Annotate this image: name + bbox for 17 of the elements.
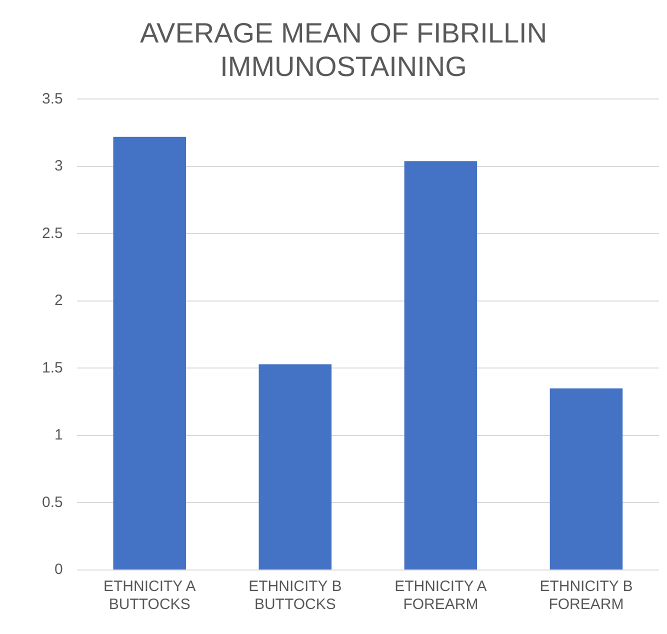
y-tick-label: 2 bbox=[54, 292, 63, 310]
y-tick-label: 0.5 bbox=[42, 494, 63, 511]
bar bbox=[404, 161, 478, 570]
x-tick-label: ETHNICITY A BUTTOCKS bbox=[103, 578, 196, 614]
y-tick-label: 3 bbox=[54, 158, 63, 175]
y-tick-label: 1.5 bbox=[42, 359, 63, 376]
x-tick-label: ETHNICITY B FOREARM bbox=[540, 578, 633, 614]
y-tick-label: 2.5 bbox=[42, 224, 63, 242]
bar bbox=[550, 388, 623, 570]
bar bbox=[113, 136, 186, 570]
bar bbox=[258, 364, 332, 570]
y-tick-label: 1 bbox=[54, 426, 63, 444]
y-tick-label: 0 bbox=[54, 561, 63, 578]
x-tick-label: ETHNICITY A FOREARM bbox=[394, 578, 487, 614]
chart-title: AVERAGE MEAN OF FIBRILLIN IMMUNOSTAINING bbox=[140, 18, 548, 82]
x-tick-label: ETHNICITY B BUTTOCKS bbox=[248, 578, 342, 614]
y-tick-label: 3.5 bbox=[42, 90, 63, 108]
